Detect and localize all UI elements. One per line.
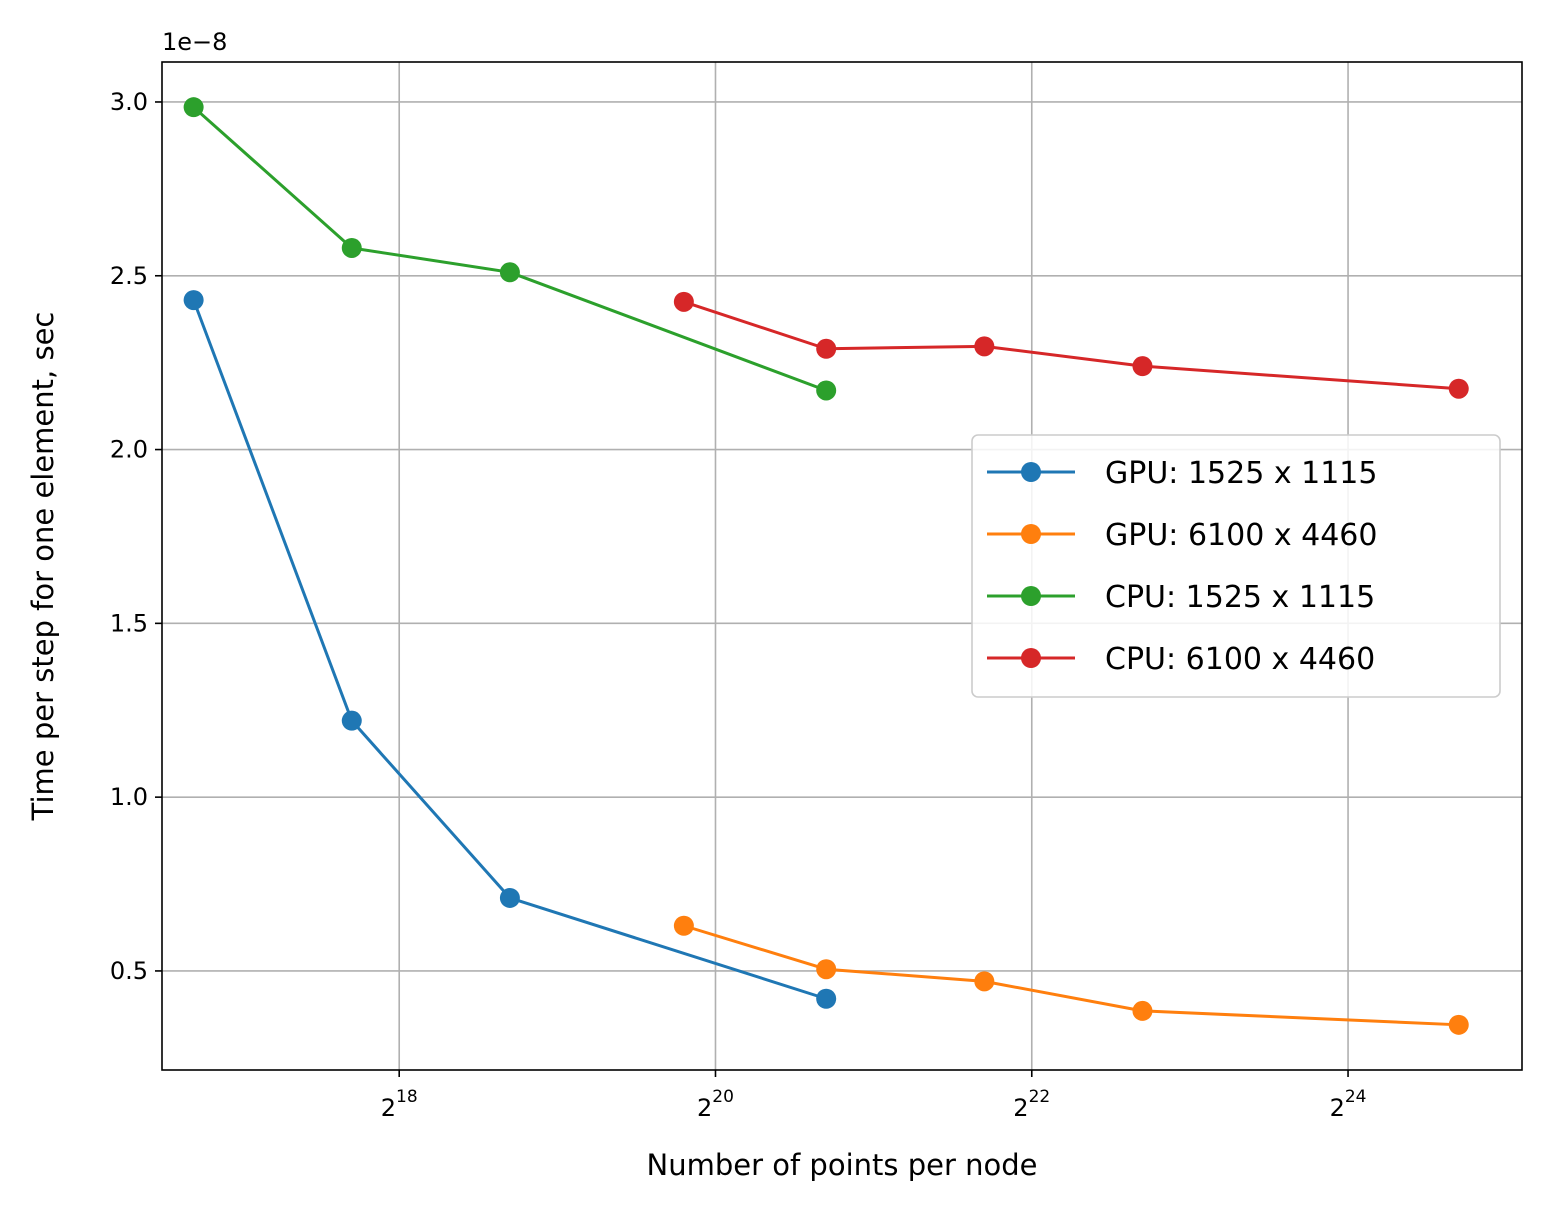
legend-item: CPU: 1525 x 1115 — [987, 580, 1375, 615]
data-point — [974, 971, 995, 992]
legend-label: CPU: 6100 x 4460 — [1105, 642, 1375, 677]
y-axis: 0.5 1.0 1.5 2.0 2.5 3.0 — [110, 88, 162, 985]
data-point — [499, 262, 520, 283]
y-tick-label: 2.5 — [110, 262, 148, 290]
legend-marker — [1021, 586, 1041, 606]
data-point — [816, 380, 837, 401]
x-tick-label: 218 — [381, 1087, 418, 1122]
series-layer — [183, 97, 1469, 1035]
data-point — [816, 959, 837, 980]
data-point — [1132, 356, 1153, 377]
data-point — [183, 97, 204, 118]
legend-marker — [1021, 648, 1041, 668]
series-line — [192, 299, 827, 1001]
data-point — [499, 887, 520, 908]
y-tick-label: 1.0 — [110, 783, 148, 811]
y-tick-label: 3.0 — [110, 88, 148, 116]
x-tick-label: 224 — [1330, 1087, 1367, 1122]
legend-marker — [1021, 524, 1041, 544]
y-tick-label: 1.5 — [110, 609, 148, 637]
legend-item: GPU: 1525 x 1115 — [987, 456, 1377, 491]
data-point — [1448, 1014, 1469, 1035]
legend-label: CPU: 1525 x 1115 — [1105, 580, 1375, 615]
x-tick-label: 220 — [697, 1087, 734, 1122]
legend-item: GPU: 6100 x 4460 — [987, 518, 1377, 553]
data-point — [341, 237, 362, 258]
legend-item: CPU: 6100 x 4460 — [987, 642, 1375, 677]
data-point — [1448, 378, 1469, 399]
x-axis-label: Number of points per node — [647, 1148, 1038, 1182]
legend-box — [971, 434, 1501, 698]
y-tick-label: 0.5 — [110, 957, 148, 985]
legend-label: GPU: 1525 x 1115 — [1105, 456, 1377, 491]
y-offset-label: 1e−8 — [162, 28, 227, 56]
data-point — [974, 336, 995, 357]
plot-frame — [161, 61, 1523, 1071]
data-point — [673, 915, 694, 936]
series-line — [192, 106, 827, 392]
x-axis: 218 220 222 224 — [381, 1070, 1367, 1122]
series-2 — [183, 97, 837, 401]
data-point — [816, 338, 837, 359]
y-axis-label: Time per step for one element, sec — [26, 312, 60, 822]
data-point — [341, 710, 362, 731]
data-point — [1132, 1000, 1153, 1021]
data-point — [183, 290, 204, 311]
legend-marker — [1021, 462, 1041, 482]
data-point — [816, 988, 837, 1009]
series-0 — [183, 290, 837, 1009]
x-tick-label: 222 — [1013, 1087, 1050, 1122]
data-point — [673, 291, 694, 312]
series-3 — [673, 291, 1469, 399]
y-tick-label: 2.0 — [110, 436, 148, 464]
legend: GPU: 1525 x 1115 GPU: 6100 x 4460 CPU: 152… — [971, 434, 1501, 698]
legend-label: GPU: 6100 x 4460 — [1105, 518, 1377, 553]
series-1 — [673, 915, 1469, 1035]
